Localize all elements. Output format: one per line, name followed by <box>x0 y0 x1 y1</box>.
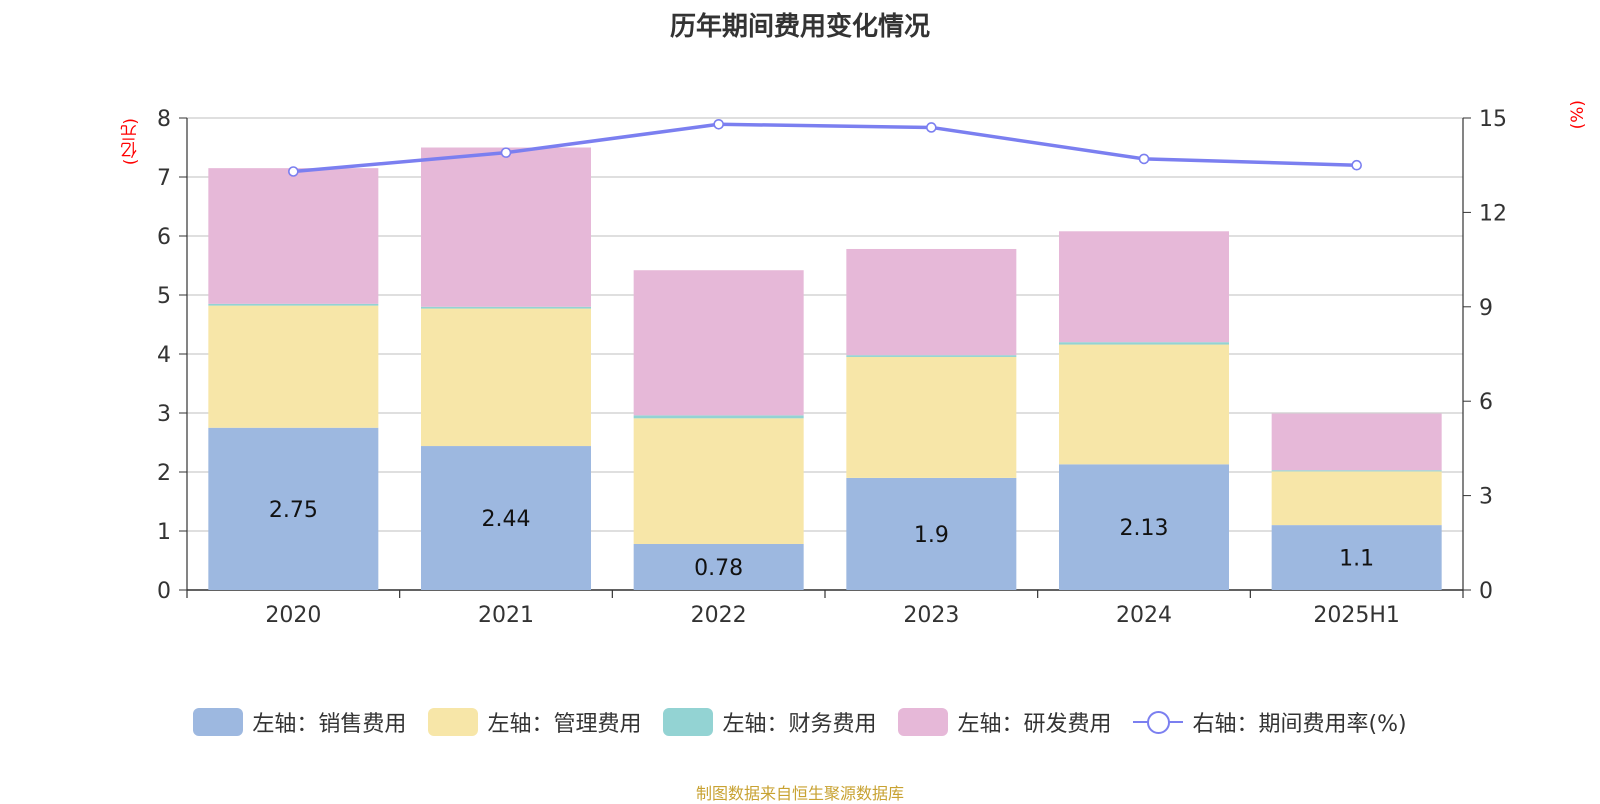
bar-rd-2024 <box>1059 231 1229 343</box>
rate-point-2024 <box>1138 153 1150 165</box>
left-axis-tick-label: 6 <box>157 225 171 250</box>
legend-swatch-rd <box>898 708 949 736</box>
legend-label-rate: 右轴：期间费用率(%) <box>1192 712 1407 737</box>
right-axis-tick-label: 6 <box>1479 390 1493 415</box>
chart-title: 历年期间费用变化情况 <box>669 12 930 42</box>
bar-rd-2020 <box>208 168 379 304</box>
legend-swatch-admin <box>428 708 479 736</box>
bar-sales-2021 <box>421 446 591 590</box>
bar-sales-value-label: 2.13 <box>1120 516 1169 541</box>
right-axis-tick-label: 0 <box>1479 579 1493 604</box>
legend-swatch-finance <box>663 708 714 736</box>
bar-admin-2022 <box>633 418 804 544</box>
x-axis-tick-label: 2022 <box>691 603 747 628</box>
left-axis-tick-label: 4 <box>157 343 171 368</box>
left-axis-tick-label: 3 <box>157 402 171 427</box>
x-axis-tick-label: 2020 <box>265 603 321 628</box>
x-axis-tick-label: 2025H1 <box>1313 603 1400 628</box>
legend-item-rd[interactable]: 左轴：研发费用 <box>898 706 1111 738</box>
bar-admin-2025H1 <box>1271 471 1442 526</box>
bar-admin-2023 <box>846 356 1017 478</box>
bar-rd-2021 <box>421 147 591 307</box>
data-source-note: 制图数据来自恒生聚源数据库 <box>695 784 904 803</box>
x-axis-tick-label: 2023 <box>903 603 959 628</box>
left-axis-tick-label: 5 <box>157 284 171 309</box>
legend-item-rate[interactable]: 右轴：期间费用率(%) <box>1133 706 1407 738</box>
bar-finance-2024 <box>1059 342 1229 345</box>
bar-finance-2022 <box>633 415 804 419</box>
right-axis-tick-label: 12 <box>1479 201 1507 226</box>
legend-item-finance[interactable]: 左轴：财务费用 <box>663 706 876 738</box>
legend-label-rd: 左轴：研发费用 <box>957 712 1112 737</box>
rate-point-2022 <box>713 118 724 130</box>
legend-item-sales[interactable]: 左轴：销售费用 <box>193 706 406 738</box>
bar-admin-2021 <box>421 308 591 447</box>
bar-sales-2024 <box>1059 464 1229 590</box>
legend-swatch-sales <box>193 708 244 736</box>
bar-finance-2021 <box>421 306 591 309</box>
bar-rd-2023 <box>846 248 1017 356</box>
bar-sales-2020 <box>208 427 379 590</box>
rate-line <box>293 122 1357 174</box>
left-axis-tick-label: 1 <box>157 520 171 545</box>
bar-sales-2025H1 <box>1271 525 1442 590</box>
legend-label-admin: 左轴：管理费用 <box>487 712 642 737</box>
legend-label-finance: 左轴：财务费用 <box>722 712 877 737</box>
legend-line-rate-icon <box>1133 708 1184 736</box>
bar-sales-value-label: 2.44 <box>482 507 531 532</box>
legend-label-sales: 左轴：销售费用 <box>252 712 407 737</box>
left-axis-tick-label: 7 <box>157 166 171 191</box>
bar-sales-value-label: 2.75 <box>269 498 318 523</box>
bar-finance-2025H1 <box>1271 470 1442 472</box>
bar-rd-2022 <box>633 270 804 416</box>
bar-finance-2020 <box>208 303 379 306</box>
bar-sales-value-label: 1.1 <box>1339 547 1374 572</box>
bar-sales-value-label: 0.78 <box>694 556 743 581</box>
x-axis-tick-label: 2021 <box>478 603 534 628</box>
left-axis-tick-label: 2 <box>157 461 171 486</box>
rate-point-2021 <box>500 147 512 158</box>
rate-point-2025H1 <box>1351 159 1362 171</box>
left-axis-tick-label: 8 <box>157 107 171 132</box>
bar-admin-2024 <box>1059 344 1229 465</box>
rate-point-2023 <box>926 122 937 133</box>
x-axis-tick-label: 2024 <box>1116 603 1172 628</box>
legend-item-admin[interactable]: 左轴：管理费用 <box>428 706 641 738</box>
bar-rd-2025H1 <box>1271 413 1442 471</box>
rate-point-2020 <box>288 166 299 177</box>
left-axis-tick-label: 0 <box>157 579 171 604</box>
bar-finance-2023 <box>846 355 1017 357</box>
right-axis-tick-label: 15 <box>1479 107 1507 132</box>
bar-sales-2023 <box>846 477 1017 590</box>
bar-sales-value-label: 1.9 <box>914 523 949 548</box>
right-axis-tick-label: 3 <box>1479 485 1493 510</box>
legend: 左轴：销售费用 左轴：管理费用 左轴：财务费用 左轴：研发费用 右轴：期间费用率… <box>0 706 1600 738</box>
bar-admin-2020 <box>208 305 379 428</box>
bar-sales-2022 <box>633 543 804 590</box>
right-axis-tick-label: 9 <box>1479 296 1493 321</box>
